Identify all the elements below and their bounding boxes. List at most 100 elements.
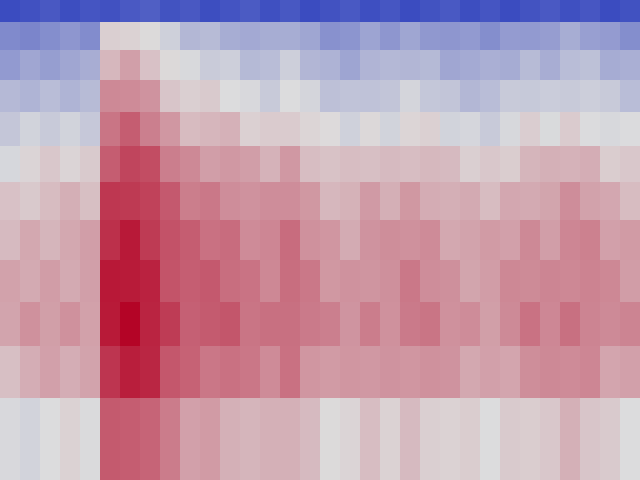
heatmap-cell [80,146,101,183]
heatmap-cell [500,22,521,51]
heatmap-cell [280,112,301,147]
heatmap-cell [140,398,161,480]
heatmap-cell [180,260,201,303]
heatmap-cell [140,112,161,147]
heatmap-cell [300,398,321,480]
heatmap-cell [480,80,501,113]
heatmap-cell [360,398,381,480]
heatmap-cell [280,146,301,183]
heatmap-cell [160,22,181,51]
heatmap-cell [560,398,581,480]
heatmap-cell [600,112,621,147]
heatmap-cell [0,182,21,221]
heatmap-cell [440,302,461,347]
heatmap-cell [500,182,521,221]
heatmap-cell [180,112,201,147]
heatmap-cell [100,260,121,303]
heatmap-cell [180,346,201,399]
heatmap-cell [460,346,481,399]
heatmap-cell [360,50,381,81]
heatmap-cell [180,182,201,221]
heatmap-cell [340,50,361,81]
heatmap-cell [220,182,241,221]
heatmap-cell [40,146,61,183]
heatmap-cell [340,260,361,303]
heatmap-cell [80,80,101,113]
heatmap-cell [20,22,41,51]
heatmap-cell [320,398,341,480]
heatmap-cell [80,302,101,347]
heatmap-cell [260,22,281,51]
heatmap-cell [280,50,301,81]
heatmap-cell [60,260,81,303]
heatmap-cell [520,0,541,23]
heatmap-cell [620,182,640,221]
heatmap-cell [620,346,640,399]
heatmap-cell [560,0,581,23]
heatmap-cell [140,80,161,113]
heatmap-cell [520,112,541,147]
heatmap-cell [40,0,61,23]
heatmap-cell [160,182,181,221]
heatmap-cell [20,260,41,303]
heatmap-cell [340,220,361,261]
heatmap-cell [520,146,541,183]
heatmap-cell [140,50,161,81]
heatmap-cell [340,146,361,183]
heatmap-cell [420,302,441,347]
heatmap-cell [60,220,81,261]
heatmap-cell [300,346,321,399]
heatmap-cell [620,260,640,303]
heatmap-cell [560,220,581,261]
heatmap-cell [460,146,481,183]
heatmap-cell [120,260,141,303]
heatmap-cell [160,112,181,147]
heatmap-cell [200,260,221,303]
heatmap-cell [460,302,481,347]
heatmap-cell [540,182,561,221]
heatmap-cell [80,398,101,480]
heatmap-cell [100,80,121,113]
heatmap-cell [540,220,561,261]
heatmap-cell [140,220,161,261]
heatmap-cell [300,260,321,303]
heatmap-cell [20,182,41,221]
heatmap-cell [140,346,161,399]
heatmap-cell [400,398,421,480]
heatmap-cell [300,80,321,113]
heatmap-cell [360,22,381,51]
heatmap-cell [0,346,21,399]
heatmap-cell [240,50,261,81]
heatmap-cell [560,182,581,221]
heatmap-cell [40,80,61,113]
heatmap-cell [600,22,621,51]
heatmap-cell [400,50,421,81]
heatmap-cell [600,80,621,113]
heatmap-cell [420,220,441,261]
heatmap-cell [580,22,601,51]
heatmap-cell [620,220,640,261]
heatmap-cell [220,346,241,399]
heatmap-cell [340,80,361,113]
heatmap-cell [280,22,301,51]
heatmap-cell [180,220,201,261]
heatmap-cell [60,0,81,23]
heatmap-cell [60,80,81,113]
heatmap-cell [20,50,41,81]
heatmap-cell [600,182,621,221]
heatmap-cell [420,80,441,113]
heatmap-cell [320,260,341,303]
heatmap-cell [560,302,581,347]
heatmap-cell [320,0,341,23]
heatmap-cell [520,50,541,81]
heatmap-cell [320,146,341,183]
heatmap-cell [580,220,601,261]
heatmap-cell [480,0,501,23]
heatmap-cell [80,182,101,221]
heatmap-cell [200,302,221,347]
heatmap-cell [360,0,381,23]
heatmap-cell [340,112,361,147]
heatmap-cell [300,220,321,261]
heatmap-cell [200,112,221,147]
